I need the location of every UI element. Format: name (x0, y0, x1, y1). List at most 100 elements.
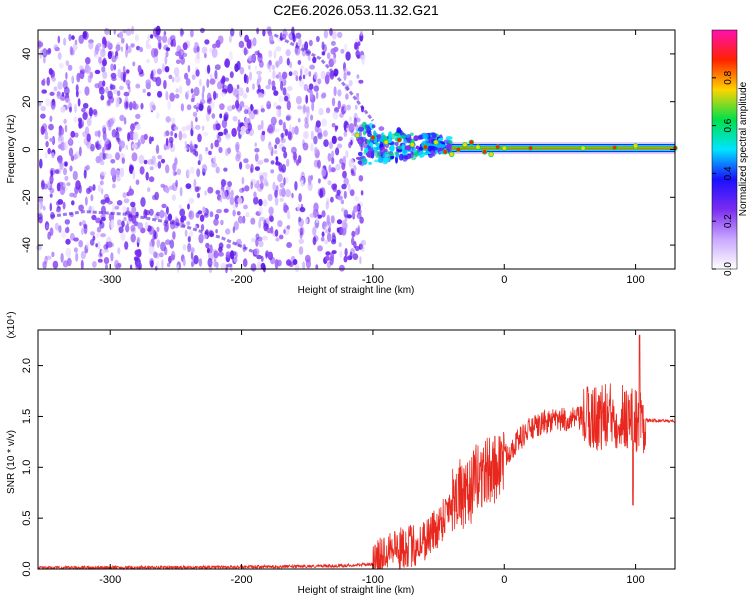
spectrogram-speckle (58, 225, 62, 233)
spectrogram-speckle (304, 130, 309, 139)
spectrogram-speckle (297, 60, 302, 65)
spectrogram-speckle (117, 219, 122, 226)
spectrogram-speckle (44, 135, 49, 140)
spectrogram-speckle (85, 65, 91, 74)
spectrogram-speckle (190, 88, 194, 94)
spectrogram-speckle (125, 144, 129, 150)
spectrogram-cluster-blob (393, 132, 401, 137)
spectrogram-speckle (275, 161, 281, 166)
spectrogram-speckle (79, 146, 82, 157)
spectrogram-speckle (227, 147, 231, 154)
spectrogram-speckle (145, 40, 149, 46)
spectrogram-speckle (241, 177, 245, 185)
spectrogram-speckle (204, 190, 208, 196)
spectrogram-speckle (310, 142, 314, 152)
spectrogram-cluster-blob (437, 137, 444, 142)
spectrogram-speckle (250, 263, 257, 272)
spectrogram-speckle (325, 107, 331, 114)
spectrogram-speckle (232, 251, 237, 256)
spectrogram-speckle (57, 199, 64, 205)
spectrogram-speckle (266, 227, 272, 234)
spectrogram-cluster-blob (415, 145, 420, 150)
spectrogram-speckle (327, 180, 332, 186)
spectrogram-speckle (146, 92, 151, 97)
spectrogram-speckle (317, 245, 323, 252)
spectrogram-speckle (333, 53, 337, 59)
spectrogram-speckle (343, 190, 347, 199)
spectrogram-cluster-blob (402, 154, 408, 162)
spectrogram-cluster-blob (447, 139, 453, 144)
spectrogram-speckle (68, 33, 72, 42)
spectrogram-speckle (195, 212, 200, 219)
spectrogram-speckle (232, 226, 236, 234)
spectrogram-speckle (315, 216, 319, 224)
spectrogram-speckle (236, 93, 240, 102)
spectrogram-speckle (99, 139, 102, 146)
spectrogram-speckle (179, 208, 186, 217)
carrier-ridge-point (475, 144, 481, 150)
spectrogram-speckle (165, 206, 169, 215)
spectrogram-speckle (185, 183, 192, 190)
spectrogram-speckle (136, 236, 141, 244)
spectrogram-speckle (358, 243, 364, 250)
spectrogram-speckle (85, 164, 91, 171)
spectrogram-speckle (119, 85, 124, 91)
spectrogram-speckle (186, 124, 191, 131)
spectrogram-speckle (205, 147, 208, 152)
spectrogram-speckle (237, 197, 243, 205)
colorbar-ticks: 0.0 0.2 0.4 0.6 0.8 (712, 70, 734, 276)
spectrogram-speckle (188, 197, 195, 204)
spectrogram-speckle (135, 123, 141, 131)
spectrogram-speckle (133, 256, 139, 262)
spectrogram-speckle (220, 262, 227, 270)
spectrogram-speckle (244, 185, 250, 192)
snr-series-line (37, 334, 676, 571)
spectrogram-speckle (49, 91, 55, 96)
spectrogram-speckle (321, 168, 327, 177)
spectrogram-speckle (254, 65, 258, 71)
spectrogram-speckle (150, 47, 157, 58)
spectrogram-speckle (309, 90, 314, 100)
spectrogram-speckle (224, 58, 230, 68)
spectrogram-speckle (277, 220, 283, 228)
spectrogram-speckle (146, 58, 151, 64)
spectrogram-speckle (132, 169, 136, 180)
spectrogram-speckle (82, 102, 89, 109)
spectrogram-speckle (155, 112, 160, 119)
spectrogram-speckle (285, 189, 291, 198)
spectrogram-speckle (196, 106, 199, 113)
spectrogram-speckle (63, 37, 67, 46)
spectrogram-speckle (184, 140, 187, 146)
spectrogram-speckle (152, 104, 156, 110)
spectrogram-speckle (274, 144, 277, 149)
spectrogram-speckle (243, 109, 249, 115)
spectrogram-speckle (225, 228, 231, 235)
spectrogram-speckle (38, 101, 42, 107)
spectrogram-speckle (348, 183, 351, 192)
spectrogram-speckle (351, 209, 356, 218)
spectrogram-speckle (317, 78, 322, 85)
spectrogram-speckle (252, 37, 257, 47)
spectrogram-speckle (305, 94, 309, 104)
spectrogram-speckle (203, 132, 209, 137)
spectrogram-speckle (269, 34, 274, 44)
spectrogram-speckle (346, 71, 351, 76)
spectrogram-speckle (63, 167, 67, 176)
spectrogram-speckle (213, 218, 219, 226)
spectrogram-speckle (232, 116, 238, 122)
spectrogram-speckle (235, 200, 239, 208)
spectrogram-speckle (114, 259, 120, 269)
spectrogram-speckle (173, 67, 180, 77)
spectrogram-speckle (117, 262, 122, 268)
spectrogram-speckle (254, 50, 260, 56)
spectrogram-speckle (118, 31, 124, 39)
spectrogram-speckle (63, 86, 70, 96)
y-tick-label: -40 (21, 237, 33, 253)
spectrogram-speckle (262, 29, 266, 37)
spectrogram-speckle (94, 130, 99, 137)
spectrogram-speckle (338, 242, 342, 248)
spectrogram-cluster-blob (362, 130, 367, 136)
spectrogram-speckle (250, 167, 253, 174)
spectrogram-speckle (164, 187, 170, 194)
spectrogram-speckle (295, 75, 299, 82)
